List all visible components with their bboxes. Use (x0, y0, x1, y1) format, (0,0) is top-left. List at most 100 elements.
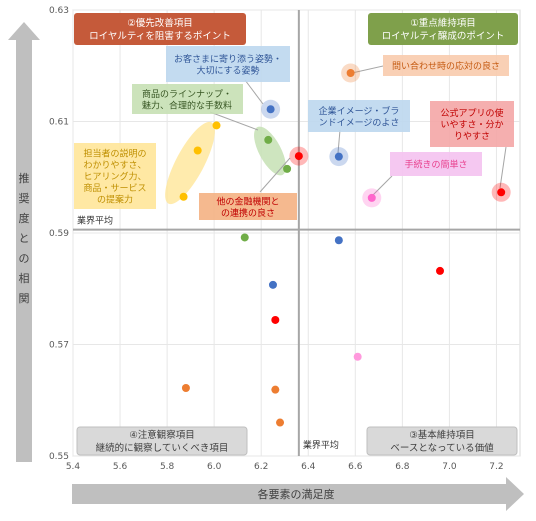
y-axis-title-char: の (19, 252, 30, 265)
callout-text: 公式アプリの使 (440, 107, 503, 119)
callout-leader-line (209, 111, 259, 131)
callout-text: ヒアリング力、 (83, 171, 146, 183)
callout-box (308, 100, 410, 132)
x-tick-label: 6.4 (301, 462, 316, 472)
data-point (181, 383, 190, 392)
callout-leader-line (371, 175, 393, 197)
data-point (271, 385, 280, 394)
y-tick-label: 0.55 (49, 452, 69, 462)
data-point (212, 121, 221, 130)
annotation-callout: 問い合わせ時の応対の良さ (351, 55, 509, 76)
callout-text: お客さまに寄り添う姿勢・ (174, 53, 282, 65)
green-group-highlight (254, 126, 286, 176)
x-tick-label: 5.4 (66, 462, 81, 472)
data-point (294, 152, 303, 161)
callout-box (430, 101, 514, 147)
data-point (193, 146, 202, 155)
callout-box (166, 46, 290, 82)
x-tick-label: 5.6 (113, 462, 128, 472)
quadrant-label-box (368, 13, 518, 45)
y-axis-title-char: 相 (19, 272, 30, 285)
annotation-callout: お客さまに寄り添う姿勢・大切にする姿勢 (166, 46, 290, 105)
data-point (179, 192, 188, 201)
callout-text: いやすさ・分か (440, 120, 503, 131)
callout-text: 商品のラインナップ・ (142, 88, 232, 100)
x-tick-label: 6.0 (207, 462, 222, 472)
x-tick-label: 6.6 (348, 462, 363, 472)
y-tick-label: 0.63 (49, 6, 69, 16)
annotation-callout: 手続きの簡単さ (371, 152, 482, 197)
x-tick-label: 6.8 (395, 462, 410, 472)
callout-leader-line (351, 65, 384, 74)
callout-leader-line (244, 79, 264, 105)
data-point (334, 152, 343, 161)
callout-text: ンドイメージのよさ (319, 117, 400, 128)
data-point (268, 280, 277, 289)
quadrant-subtitle: ベースとなっている価値 (390, 442, 494, 454)
x-tick-label: 7.2 (489, 462, 503, 472)
callout-leader-line (337, 129, 341, 154)
industry-average-y-label: 業界平均 (77, 215, 113, 227)
callout-text: 問い合わせ時の応対の良さ (392, 60, 500, 72)
y-axis-title-char: 関 (19, 292, 30, 305)
callout-box (199, 193, 297, 220)
callout-text: 手続きの簡単さ (404, 159, 467, 171)
callout-text: 担当者の説明の (83, 148, 146, 160)
callout-text: 他の金融機関と (216, 195, 279, 207)
data-point (240, 233, 249, 242)
data-point (266, 105, 275, 114)
callout-text: 大切にする姿勢 (196, 64, 259, 76)
quadrant-title: ③基本維持項目 (409, 429, 475, 441)
quadrant-subtitle: ロイヤルティを阻害するポイント (89, 30, 231, 42)
annotation-callout: 商品のラインナップ・魅力、合理的な手数料 (132, 84, 259, 131)
callout-text: の連携の良さ (221, 207, 275, 219)
quadrant-label-box (74, 13, 246, 45)
data-point (497, 188, 506, 197)
x-tick-label: 7.0 (442, 462, 457, 472)
callout-leader-line (259, 157, 291, 193)
industry-average-x-label: 業界平均 (303, 439, 339, 451)
y-tick-label: 0.61 (49, 118, 69, 128)
data-point (346, 68, 355, 77)
yellow-group-highlight (165, 121, 215, 205)
data-point (436, 266, 445, 275)
callout-box (390, 152, 482, 176)
data-point (271, 315, 280, 324)
y-tick-label: 0.59 (49, 229, 69, 239)
data-point (264, 135, 273, 144)
data-point (353, 352, 362, 361)
callout-text: 企業イメージ・ブラ (319, 105, 400, 117)
x-tick-label: 5.8 (160, 462, 175, 472)
quadrant-title: ④注意観察項目 (129, 429, 195, 441)
y-tick-label: 0.57 (49, 341, 69, 351)
callout-box (383, 55, 509, 76)
y-axis-title-char: 奨 (19, 191, 30, 205)
data-point (367, 193, 376, 202)
callout-text: の提案力 (97, 194, 133, 206)
y-axis-title-char: 度 (19, 211, 30, 225)
y-axis-title-char: 推 (19, 171, 30, 185)
callout-leader-line (499, 146, 507, 189)
callout-text: 商品・サービス (83, 182, 146, 194)
y-axis-arrow (8, 22, 40, 462)
callout-text: りやすさ (454, 131, 490, 142)
x-axis-arrow (72, 477, 524, 511)
x-axis-title: 各要素の満足度 (258, 487, 335, 501)
callout-text: わかりやすさ、 (83, 160, 146, 171)
quadrant-subtitle: ロイヤルティ醸成のポイント (382, 30, 505, 42)
x-tick-label: 6.2 (254, 462, 268, 472)
callout-box (132, 84, 243, 114)
quadrant-label-box (366, 426, 518, 456)
callout-box (74, 143, 156, 209)
y-axis-title-char: と (19, 232, 30, 245)
